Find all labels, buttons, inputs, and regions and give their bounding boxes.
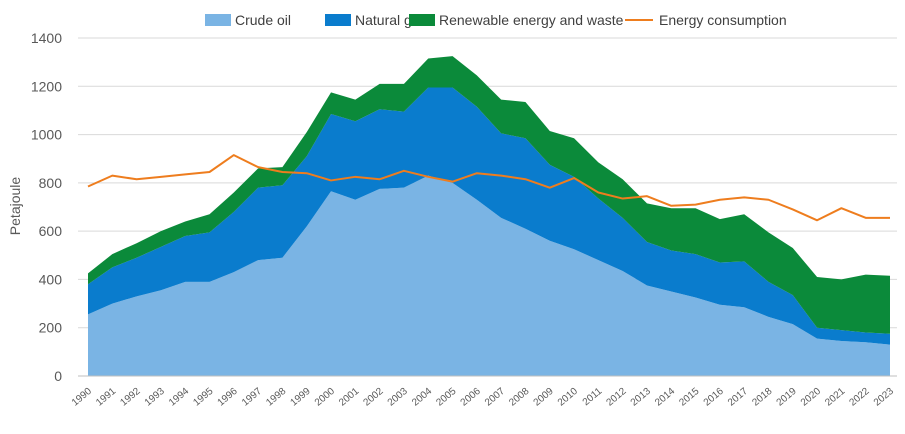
area-natural-gas (88, 87, 890, 345)
consumption-line-group (87, 154, 890, 222)
y-tick-label: 800 (39, 175, 63, 191)
y-tick-label: 0 (54, 368, 62, 384)
x-tick-label: 2010 (556, 386, 580, 409)
x-tick-label: 2008 (507, 386, 531, 409)
y-tick-label: 1400 (31, 30, 62, 46)
legend-label-energy-consumption: Energy consumption (659, 12, 787, 28)
legend: Crude oil Natural gas Renewable energy and… (205, 12, 787, 28)
x-tick-label: 1992 (118, 386, 142, 409)
y-tick-label: 400 (39, 271, 63, 287)
x-tick-label: 2005 (434, 386, 458, 409)
x-tick-label: 1997 (240, 386, 264, 409)
x-tick-label: 2006 (459, 386, 483, 409)
x-tick-label: 2015 (677, 386, 701, 409)
x-tick-label: 2013 (629, 386, 653, 409)
legend-label-crude-oil: Crude oil (235, 12, 291, 28)
legend-swatch-crude-oil (205, 14, 231, 26)
x-tick-label: 2022 (848, 386, 872, 409)
legend-label-renewable-energy-and-waste: Renewable energy and waste (439, 12, 624, 28)
y-tick-label: 600 (39, 223, 63, 239)
x-tick-label: 2003 (386, 386, 410, 409)
x-tick-label: 2002 (361, 386, 385, 409)
x-tick-label: 1994 (167, 386, 191, 409)
x-tick-label: 1993 (143, 386, 167, 409)
x-tick-label: 1995 (191, 386, 215, 409)
line-energy-consumption (87, 154, 890, 222)
x-tick-label: 2014 (653, 386, 677, 409)
x-tick-label: 1990 (70, 386, 94, 409)
x-tick-label: 2023 (872, 386, 896, 409)
x-tick-label: 2019 (775, 386, 799, 409)
x-tick-label: 1996 (216, 386, 240, 409)
stacked-areas (88, 56, 890, 376)
x-axis-ticks: 1990 1991 1992 1993 1994 1995 1996 1997 1998 1999… (70, 386, 896, 409)
x-tick-label: 1991 (94, 386, 118, 409)
legend-label-natural-gas: Natural gas (355, 12, 427, 28)
x-tick-label: 1999 (289, 386, 313, 409)
x-tick-label: 2001 (337, 386, 361, 409)
y-axis-ticks: 0 200 400 600 800 1000 1200 1400 (31, 30, 62, 384)
x-tick-label: 2011 (581, 386, 605, 409)
x-tick-label: 2016 (702, 386, 726, 409)
legend-swatch-natural-gas (325, 14, 351, 26)
x-tick-label: 2000 (313, 386, 337, 409)
area-renewable-energy-and-waste (88, 56, 890, 334)
y-axis-label: Petajoule (7, 177, 23, 236)
x-tick-label: 2018 (750, 386, 774, 409)
legend-swatch-renewable-energy-and-waste (409, 14, 435, 26)
x-tick-label: 2021 (823, 386, 847, 409)
y-tick-label: 200 (39, 320, 63, 336)
x-tick-label: 2004 (410, 386, 434, 409)
x-tick-label: 2017 (726, 386, 750, 409)
x-tick-label: 2012 (604, 386, 628, 409)
area-crude-oil (88, 175, 890, 376)
x-tick-label: 2009 (532, 386, 556, 409)
x-tick-label: 2020 (799, 386, 823, 409)
x-tick-label: 2007 (483, 386, 507, 409)
y-tick-label: 1000 (31, 127, 62, 143)
y-tick-label: 1200 (31, 78, 62, 94)
x-tick-label: 1998 (264, 386, 288, 409)
